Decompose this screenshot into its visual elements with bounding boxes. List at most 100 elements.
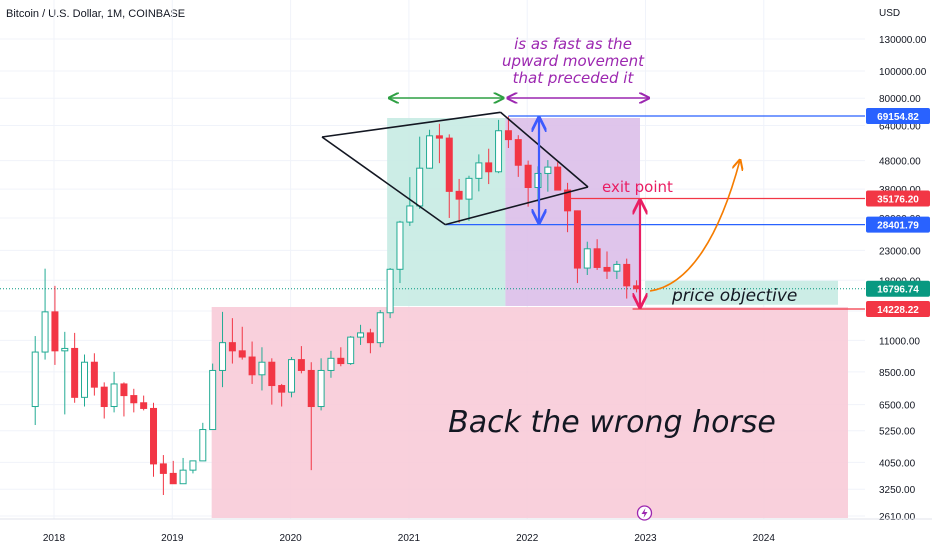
candle-body <box>71 347 79 398</box>
candle-body <box>623 263 631 287</box>
candle-body <box>495 130 503 173</box>
candle-body <box>524 164 532 189</box>
candle <box>366 328 374 354</box>
candle-body <box>61 347 69 352</box>
candle-body <box>219 342 227 371</box>
candle <box>485 148 493 185</box>
x-tick-label: 2024 <box>753 533 776 544</box>
candle-body <box>51 311 59 352</box>
candle-body <box>455 190 463 200</box>
candle-body <box>209 369 217 431</box>
candle-body <box>189 460 197 471</box>
candle-body <box>288 359 296 393</box>
candle-body <box>396 221 404 270</box>
candle-body <box>366 332 374 344</box>
candle-body <box>140 402 148 409</box>
y-tick-label: 3250.00 <box>879 485 916 496</box>
candle <box>150 402 158 477</box>
candle-body <box>573 210 581 269</box>
candle <box>475 154 483 192</box>
candle <box>623 258 631 299</box>
y-tick-label: 8500.00 <box>879 368 916 379</box>
pink-zone <box>211 307 849 518</box>
pattern-line-upper <box>321 111 501 138</box>
candle-body <box>406 205 414 223</box>
candle-body <box>159 463 167 474</box>
candle <box>81 354 89 407</box>
price-label-tag[interactable]: 14228.22 <box>866 301 930 318</box>
event-marker-icon[interactable] <box>636 505 653 521</box>
candle <box>209 363 217 431</box>
price-label-tag[interactable]: 28401.79 <box>866 216 930 233</box>
candle <box>219 311 227 388</box>
candle <box>573 210 581 284</box>
candle-body <box>465 177 473 200</box>
y-tick-label: 5250.00 <box>879 427 916 438</box>
candle-body <box>583 248 591 269</box>
candle <box>288 357 296 398</box>
candle <box>406 177 414 226</box>
candle-body <box>169 472 177 485</box>
price-label-text: 28401.79 <box>877 221 919 232</box>
price-label-text: 16796.74 <box>877 285 919 296</box>
candle-body <box>376 312 384 344</box>
candle-body <box>337 357 345 365</box>
annotation-main-text: Back the wrong horse <box>448 405 776 440</box>
candle <box>90 353 98 396</box>
pattern-line-lower-right <box>445 186 589 226</box>
candle-body <box>327 357 335 371</box>
candle <box>159 455 167 495</box>
price-label-tag[interactable]: 16796.74 <box>866 280 930 297</box>
symbol-title: Bitcoin / U.S. Dollar, 1M, COINBASE <box>6 8 186 20</box>
candle <box>199 422 207 462</box>
arrow-rebound <box>649 160 740 292</box>
candle-body <box>445 137 453 192</box>
price-label-tag[interactable]: 35176.20 <box>866 190 930 207</box>
candle-body <box>544 166 552 174</box>
candle <box>317 358 325 411</box>
candle <box>179 457 187 485</box>
candle <box>51 285 59 365</box>
candle-body <box>357 332 365 338</box>
candle <box>278 383 286 407</box>
annotation-top: is as fast as the upward movement that pre… <box>502 35 645 87</box>
candle-body <box>268 361 276 387</box>
candle-body <box>41 311 49 353</box>
candle-body <box>564 189 572 212</box>
y-tick-label: 23000.00 <box>879 246 921 257</box>
candle <box>593 239 601 270</box>
candle <box>71 332 79 403</box>
candle <box>120 382 128 417</box>
price-label-text: 69154.82 <box>877 112 919 123</box>
x-tick-label: 2018 <box>43 533 66 544</box>
candle-body <box>199 429 207 462</box>
candle <box>258 347 266 391</box>
candle <box>61 331 69 415</box>
x-tick-label: 2022 <box>516 533 539 544</box>
candle-body <box>613 263 621 272</box>
price-label-bg <box>866 190 930 207</box>
price-label-bg <box>866 280 930 297</box>
candle <box>514 135 522 177</box>
annotation-top-line: is as fast as the <box>514 35 632 53</box>
candle-body <box>435 135 443 139</box>
candle <box>465 175 473 221</box>
pattern-line-lower <box>321 136 446 226</box>
candle <box>554 162 562 191</box>
candle <box>238 326 246 360</box>
candle-body <box>81 361 89 398</box>
y-tick-label: 80000.00 <box>879 94 921 105</box>
annotation-top-line: that preceded it <box>513 69 635 87</box>
candle-body <box>475 162 483 179</box>
candle-body <box>110 383 118 408</box>
candle-body <box>258 361 266 376</box>
annotation-exit-point: exit point <box>602 178 673 196</box>
price-label-tag[interactable]: 69154.82 <box>866 108 930 125</box>
currency-label: USD <box>879 8 901 19</box>
candle-body <box>514 139 522 166</box>
candle <box>189 460 197 474</box>
candle-body <box>278 385 286 393</box>
candle-body <box>238 350 246 358</box>
price-label-text: 35176.20 <box>877 195 919 206</box>
